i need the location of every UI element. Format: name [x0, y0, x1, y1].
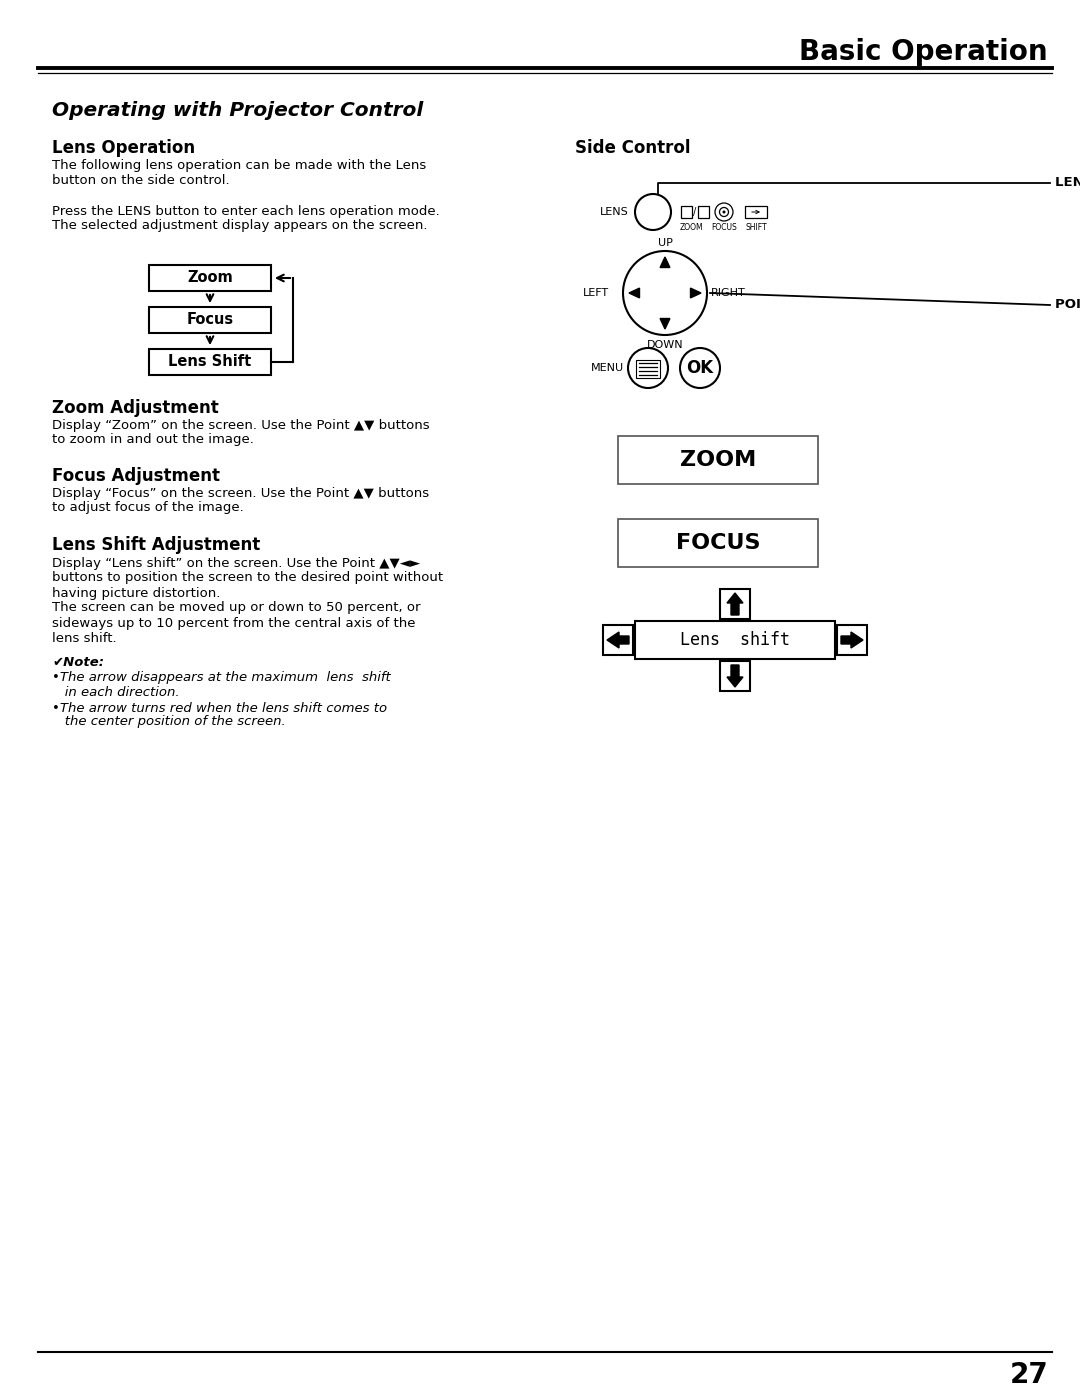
Text: lens shift.: lens shift.: [52, 631, 117, 644]
FancyBboxPatch shape: [681, 205, 692, 218]
FancyBboxPatch shape: [618, 436, 818, 483]
FancyBboxPatch shape: [618, 520, 818, 567]
Text: button on the side control.: button on the side control.: [52, 175, 230, 187]
FancyBboxPatch shape: [149, 265, 271, 291]
Text: buttons to position the screen to the desired point without: buttons to position the screen to the de…: [52, 571, 443, 584]
Text: Display “Focus” on the screen. Use the Point ▲▼ buttons: Display “Focus” on the screen. Use the P…: [52, 486, 429, 500]
Text: ZOOM: ZOOM: [680, 450, 756, 469]
FancyBboxPatch shape: [837, 624, 867, 655]
FancyBboxPatch shape: [636, 360, 660, 379]
Text: OK: OK: [687, 359, 714, 377]
Text: LENS: LENS: [600, 207, 629, 217]
Text: SHIFT: SHIFT: [745, 224, 767, 232]
Text: •The arrow turns red when the lens shift comes to: •The arrow turns red when the lens shift…: [52, 701, 387, 714]
Text: Basic Operation: Basic Operation: [799, 38, 1048, 66]
Polygon shape: [690, 288, 701, 298]
Text: 27: 27: [1009, 1361, 1048, 1389]
Text: DOWN: DOWN: [647, 339, 684, 351]
FancyBboxPatch shape: [149, 349, 271, 374]
Text: to adjust focus of the image.: to adjust focus of the image.: [52, 502, 244, 514]
Polygon shape: [629, 288, 639, 298]
Text: Zoom Adjustment: Zoom Adjustment: [52, 400, 219, 416]
Text: Lens Shift: Lens Shift: [168, 355, 252, 369]
Circle shape: [715, 203, 733, 221]
Circle shape: [680, 348, 720, 388]
Text: Lens Operation: Lens Operation: [52, 138, 195, 156]
Text: FOCUS: FOCUS: [676, 534, 760, 553]
Polygon shape: [841, 631, 863, 648]
FancyBboxPatch shape: [720, 590, 750, 619]
Text: to zoom in and out the image.: to zoom in and out the image.: [52, 433, 254, 447]
Text: having picture distortion.: having picture distortion.: [52, 587, 220, 599]
Polygon shape: [727, 665, 743, 687]
Text: •The arrow disappears at the maximum  lens  shift: •The arrow disappears at the maximum len…: [52, 672, 391, 685]
Text: ✔Note:: ✔Note:: [52, 655, 104, 669]
Text: MENU: MENU: [591, 363, 624, 373]
Text: /: /: [693, 207, 697, 217]
FancyBboxPatch shape: [603, 624, 633, 655]
FancyBboxPatch shape: [698, 205, 708, 218]
FancyBboxPatch shape: [720, 661, 750, 692]
Polygon shape: [727, 592, 743, 615]
Circle shape: [635, 194, 671, 231]
Circle shape: [623, 251, 707, 335]
Text: ZOOM: ZOOM: [679, 224, 703, 232]
FancyBboxPatch shape: [149, 307, 271, 332]
Circle shape: [719, 208, 729, 217]
Polygon shape: [660, 319, 670, 330]
Polygon shape: [607, 631, 629, 648]
Circle shape: [627, 348, 669, 388]
Text: Display “Lens shift” on the screen. Use the Point ▲▼◄►: Display “Lens shift” on the screen. Use …: [52, 556, 420, 570]
Text: Lens  shift: Lens shift: [680, 631, 789, 650]
Text: RIGHT: RIGHT: [711, 288, 746, 298]
Text: the center position of the screen.: the center position of the screen.: [52, 715, 286, 728]
Text: The screen can be moved up or down to 50 percent, or: The screen can be moved up or down to 50…: [52, 602, 420, 615]
Text: Focus Adjustment: Focus Adjustment: [52, 467, 220, 485]
Polygon shape: [660, 257, 670, 267]
Text: Press the LENS button to enter each lens operation mode.: Press the LENS button to enter each lens…: [52, 204, 440, 218]
Text: in each direction.: in each direction.: [52, 686, 179, 698]
Text: Focus: Focus: [187, 313, 233, 327]
FancyBboxPatch shape: [635, 622, 835, 659]
Text: LENS button: LENS button: [1055, 176, 1080, 190]
Text: Side Control: Side Control: [575, 138, 690, 156]
Text: Display “Zoom” on the screen. Use the Point ▲▼ buttons: Display “Zoom” on the screen. Use the Po…: [52, 419, 430, 432]
Text: FOCUS: FOCUS: [711, 224, 737, 232]
Text: LEFT: LEFT: [583, 288, 609, 298]
FancyBboxPatch shape: [745, 205, 767, 218]
Text: The selected adjustment display appears on the screen.: The selected adjustment display appears …: [52, 219, 428, 232]
Text: The following lens operation can be made with the Lens: The following lens operation can be made…: [52, 159, 427, 172]
Text: Zoom: Zoom: [187, 271, 233, 285]
Circle shape: [723, 211, 726, 214]
Text: UP: UP: [658, 237, 673, 249]
Text: Operating with Projector Control: Operating with Projector Control: [52, 101, 423, 120]
Text: Lens Shift Adjustment: Lens Shift Adjustment: [52, 536, 260, 555]
Text: sideways up to 10 percent from the central axis of the: sideways up to 10 percent from the centr…: [52, 616, 416, 630]
Text: POINT buttons: POINT buttons: [1055, 299, 1080, 312]
